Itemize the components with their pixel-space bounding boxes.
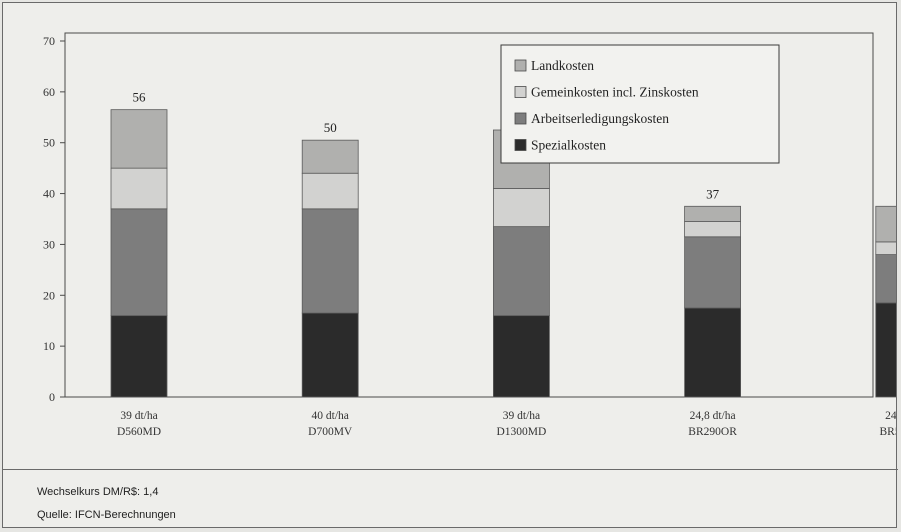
bar-total-label: 56: [133, 90, 147, 105]
bar-segment: [301, 139, 359, 174]
x-category-label: D560MD: [117, 426, 161, 438]
exchange-rate-note: Wechselkurs DM/R$: 1,4: [37, 486, 159, 498]
legend-label: Gemeinkosten incl. Zinskosten: [531, 85, 699, 100]
legend-swatch: [514, 139, 527, 151]
x-category-label: 39 dt/ha: [503, 410, 540, 422]
y-tick-label: 20: [43, 288, 55, 302]
bar-segment: [684, 221, 741, 238]
bar-total-label: 37: [706, 186, 720, 201]
bar-segment: [875, 302, 896, 398]
y-tick-label: 60: [43, 85, 55, 99]
bar-segment: [301, 172, 359, 210]
footnotes: Wechselkurs DM/R$: 1,4 Quelle: IFCN-Bere…: [3, 469, 898, 529]
plot-area-border: [64, 32, 874, 398]
x-category-label: D700MV: [308, 426, 353, 438]
bar-segment: [875, 205, 896, 243]
y-tick-label: 30: [43, 237, 55, 251]
bar-segment: [492, 188, 550, 228]
x-category-label: D1300MD: [496, 426, 546, 438]
bar-segment: [875, 241, 896, 255]
x-category-label: BR290OR: [688, 426, 737, 438]
legend-label: Spezialkosten: [531, 138, 606, 153]
x-category-label: 39 dt/ha: [120, 410, 157, 422]
y-tick-label: 40: [43, 187, 55, 201]
source-note: Quelle: IFCN-Berechnungen: [37, 509, 176, 521]
bar-segment: [875, 254, 896, 304]
x-category-label: 24 dt/ha: [885, 410, 896, 422]
bar-segment: [301, 208, 359, 314]
bar-total-label: 50: [324, 120, 337, 135]
legend-swatch: [514, 86, 527, 98]
y-tick-label: 10: [43, 339, 55, 353]
bar-segment: [684, 236, 741, 309]
bar-segment: [110, 208, 168, 317]
bar-segment: [492, 226, 550, 317]
bar-segment: [684, 307, 741, 398]
bar-segment: [110, 315, 168, 398]
stacked-bar-chart: 0 10 20 30 40 50 60 70 56 39 dt/ha D560MD 50 40 dt/…: [43, 32, 896, 438]
legend-box: [500, 44, 780, 164]
bar-segment: [301, 312, 359, 398]
legend-label: Arbeitserledigungskosten: [531, 111, 669, 126]
y-tick-label: 70: [43, 34, 55, 48]
legend-swatch: [514, 59, 527, 72]
x-category-label: 40 dt/ha: [312, 410, 349, 422]
legend-swatch: [514, 112, 527, 125]
axes: 0 10 20 30 40 50 60 70: [43, 32, 874, 404]
x-category-label: BR500UB: [880, 426, 896, 438]
bar-segment: [110, 167, 168, 210]
y-tick-label: 50: [43, 136, 55, 150]
bar-segment: [492, 315, 550, 398]
y-tick-label: 0: [49, 390, 55, 404]
x-category-label: 24,8 dt/ha: [690, 410, 736, 422]
legend-label: Landkosten: [531, 58, 594, 73]
bar-segment: [110, 109, 168, 169]
legend: Landkosten Gemeinkosten incl. Zinskosten A…: [500, 44, 780, 164]
bar-segment: [684, 205, 741, 222]
